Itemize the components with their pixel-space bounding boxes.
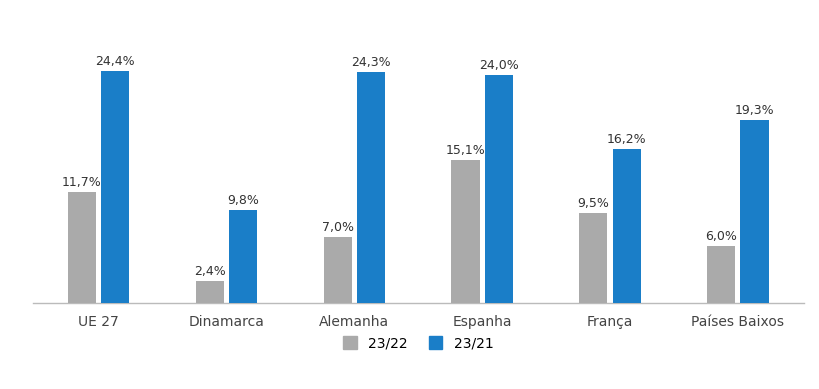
Bar (196, 280, 224, 303)
Bar (706, 246, 735, 303)
Bar (612, 149, 640, 303)
Text: 7,0%: 7,0% (321, 221, 353, 234)
Text: 11,7%: 11,7% (62, 176, 102, 189)
Text: 24,0%: 24,0% (478, 59, 518, 72)
Bar (68, 192, 96, 303)
Bar (229, 210, 257, 303)
Bar (451, 159, 479, 303)
Text: 15,1%: 15,1% (445, 144, 485, 157)
Text: 6,0%: 6,0% (704, 230, 736, 244)
Bar (101, 71, 129, 303)
Text: 9,8%: 9,8% (227, 194, 259, 207)
Text: 2,4%: 2,4% (193, 265, 225, 278)
Text: 24,4%: 24,4% (95, 55, 135, 68)
Legend: 23/22, 23/21: 23/22, 23/21 (336, 329, 500, 357)
Bar (740, 119, 767, 303)
Text: 16,2%: 16,2% (606, 133, 645, 146)
Text: 24,3%: 24,3% (351, 56, 390, 69)
Bar (356, 72, 384, 303)
Bar (484, 75, 512, 303)
Bar (578, 213, 607, 303)
Text: 9,5%: 9,5% (577, 197, 609, 210)
Bar (324, 237, 351, 303)
Text: 19,3%: 19,3% (734, 104, 773, 117)
